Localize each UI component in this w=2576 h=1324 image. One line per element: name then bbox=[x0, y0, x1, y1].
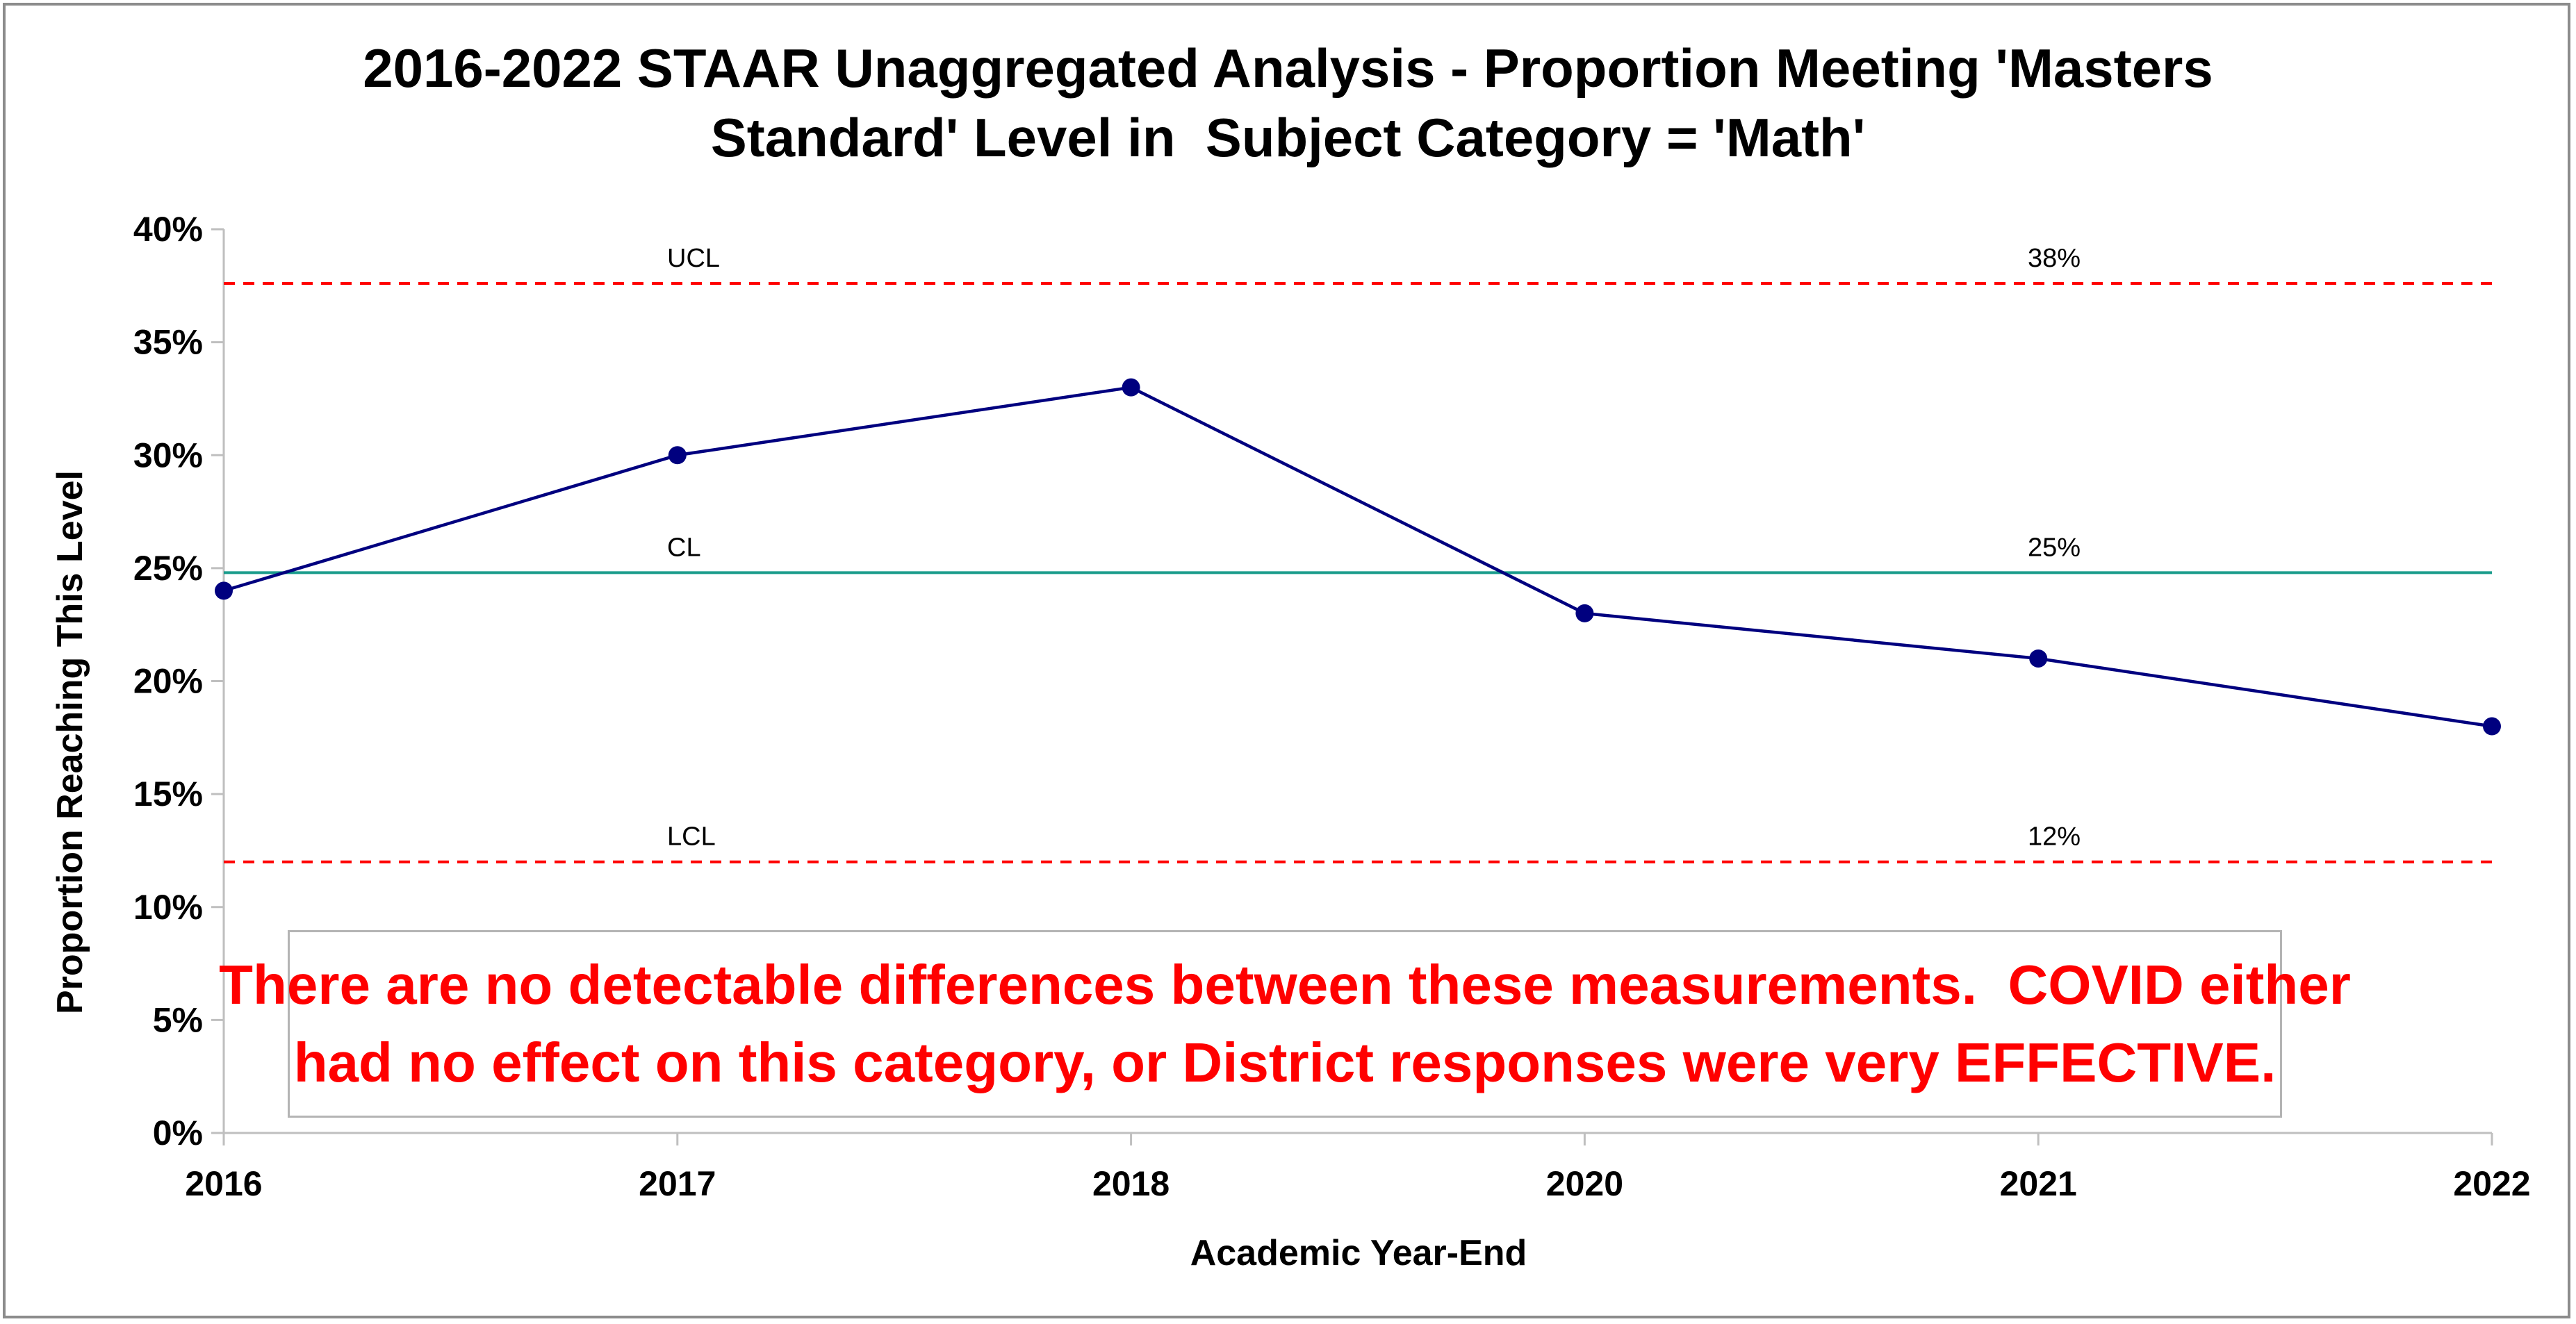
x-tick-label: 2017 bbox=[639, 1164, 716, 1203]
cl-value-label: 25% bbox=[2028, 533, 2081, 562]
lcl-value-label: 12% bbox=[2028, 822, 2081, 852]
x-tick-label: 2022 bbox=[2453, 1164, 2530, 1203]
chart-title-line-2: Standard' Level in Subject Category = 'M… bbox=[710, 107, 1866, 168]
x-tick-label: 2018 bbox=[1092, 1164, 1170, 1203]
y-tick-label: 20% bbox=[133, 662, 203, 701]
data-point bbox=[1122, 378, 1140, 397]
data-point bbox=[2483, 717, 2501, 736]
y-tick-label: 5% bbox=[153, 1000, 203, 1039]
y-tick-label: 10% bbox=[133, 888, 203, 927]
y-tick-label: 40% bbox=[133, 210, 203, 249]
y-tick-label: 0% bbox=[153, 1114, 203, 1152]
data-point bbox=[1575, 604, 1594, 622]
annotation-line-1: There are no detectable differences betw… bbox=[219, 954, 2351, 1016]
chart-title-line-1: 2016-2022 STAAR Unaggregated Analysis - … bbox=[363, 38, 2213, 99]
y-axis-title: Proportion Reaching This Level bbox=[50, 470, 90, 1014]
x-tick-label: 2021 bbox=[2000, 1164, 2077, 1203]
annotation-line-2: had no effect on this category, or Distr… bbox=[293, 1032, 2276, 1093]
y-tick-label: 15% bbox=[133, 775, 203, 813]
lcl-name-label: LCL bbox=[667, 822, 716, 852]
x-tick-label: 2016 bbox=[185, 1164, 262, 1203]
ucl-value-label: 38% bbox=[2028, 244, 2081, 273]
y-tick-label: 30% bbox=[133, 436, 203, 474]
annotation-box: There are no detectable differences betw… bbox=[219, 930, 2351, 1118]
x-axis-title: Academic Year-End bbox=[1190, 1233, 1527, 1273]
data-point bbox=[215, 581, 233, 600]
series-line bbox=[223, 386, 2493, 728]
y-tick-label: 35% bbox=[133, 323, 203, 362]
y-tick-label: 25% bbox=[133, 549, 203, 588]
x-tick-label: 2020 bbox=[1546, 1164, 1623, 1203]
data-point bbox=[668, 446, 687, 465]
ucl-name-label: UCL bbox=[667, 244, 720, 273]
chart-title: 2016-2022 STAAR Unaggregated Analysis - … bbox=[0, 33, 2576, 172]
data-point bbox=[2029, 649, 2048, 668]
cl-name-label: CL bbox=[667, 533, 701, 562]
